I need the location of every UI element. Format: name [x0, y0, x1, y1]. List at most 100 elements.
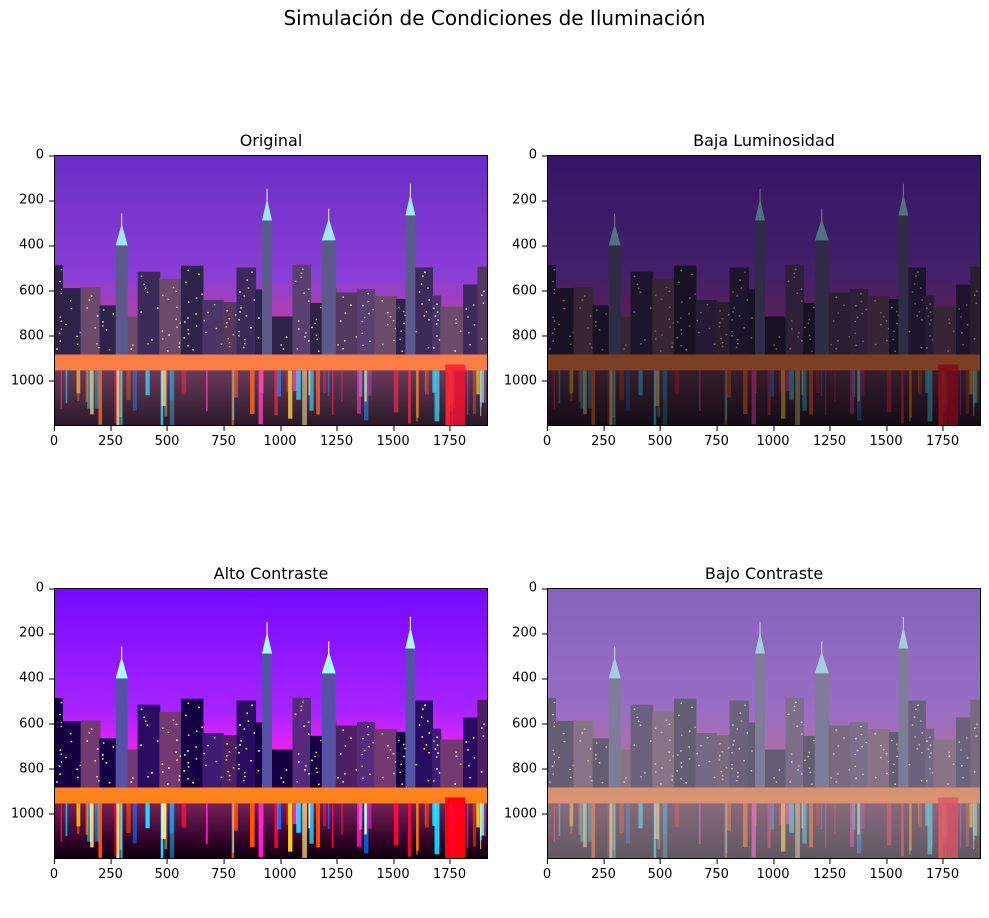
x-tick-label: 1000	[756, 426, 790, 449]
building	[933, 306, 958, 355]
building	[867, 729, 891, 788]
y-tick-label: 600	[19, 283, 54, 298]
y-tick-label: 0	[36, 581, 55, 596]
building	[695, 299, 717, 355]
skyline-image	[548, 156, 980, 425]
panel-title: Bajo Contraste	[704, 564, 824, 583]
building	[55, 697, 63, 788]
building	[463, 284, 479, 355]
building	[785, 697, 804, 788]
x-tick-label: 250	[591, 426, 616, 449]
x-tick-label: 750	[211, 859, 236, 882]
building	[729, 700, 750, 788]
x-tick-label: 1750	[926, 426, 959, 449]
building	[785, 264, 804, 355]
tower-spire	[321, 651, 336, 674]
y-tick-label: 400	[19, 238, 54, 253]
x-tick-label: 250	[98, 859, 123, 882]
building	[440, 739, 465, 788]
panel-original: Original 0 200 400 600 800 1000 0 250 500 750 1000…	[11, 131, 554, 485]
building	[956, 284, 972, 355]
panel-high-contrast: Alto Contraste 0 200 400 600 800 1000 0 250 500 7…	[11, 564, 554, 918]
tower	[755, 220, 765, 355]
building	[850, 289, 869, 355]
building	[80, 287, 101, 355]
y-tick-label: 600	[512, 283, 547, 298]
building	[905, 267, 927, 355]
tower-spire	[814, 651, 829, 674]
tower-spire	[262, 198, 272, 221]
tower-spire	[608, 223, 621, 246]
building	[99, 738, 121, 788]
tower	[321, 673, 336, 788]
x-tick-label: 1500	[870, 859, 903, 882]
x-tick-label: 0	[543, 859, 551, 882]
building	[695, 732, 717, 788]
y-tick-label: 800	[19, 761, 54, 776]
panel-title: Baja Luminosidad	[693, 131, 835, 150]
water	[55, 370, 487, 425]
y-tick-label: 200	[512, 626, 547, 641]
building	[477, 699, 487, 788]
tower-spire	[898, 193, 909, 216]
tower-spire	[814, 218, 829, 241]
tower	[608, 678, 621, 788]
x-tick-label: 1000	[263, 426, 297, 449]
building	[802, 302, 818, 355]
image-axes	[547, 588, 981, 859]
y-tick-label: 400	[512, 671, 547, 686]
shoreline-lights	[548, 354, 980, 371]
building	[292, 697, 311, 788]
building	[80, 720, 101, 788]
building	[925, 295, 935, 355]
building	[673, 698, 697, 788]
tower-spire	[115, 656, 128, 679]
building	[412, 700, 434, 788]
tower-spire	[321, 218, 336, 241]
building	[309, 735, 325, 788]
building	[180, 265, 204, 355]
building	[335, 292, 359, 355]
building	[137, 704, 161, 788]
tower	[814, 240, 829, 355]
image-axes	[547, 155, 981, 426]
building	[55, 264, 63, 355]
building	[592, 738, 614, 788]
building	[222, 735, 238, 788]
building	[180, 698, 204, 788]
building	[137, 271, 161, 355]
building	[554, 721, 575, 788]
building	[652, 711, 675, 788]
x-tick-label: 1750	[926, 859, 959, 882]
x-tick-label: 250	[591, 859, 616, 882]
shoreline-lights	[55, 354, 487, 371]
x-tick-label: 1250	[813, 859, 846, 882]
tower	[405, 648, 416, 788]
building	[309, 302, 325, 355]
building	[867, 296, 891, 355]
x-tick-label: 1500	[377, 859, 410, 882]
building	[828, 725, 852, 788]
tower	[608, 245, 621, 355]
skyline-image	[55, 589, 487, 858]
tower	[115, 678, 128, 788]
y-tick-label: 1000	[504, 373, 548, 388]
y-tick-label: 200	[512, 193, 547, 208]
tower-spire	[115, 223, 128, 246]
building	[463, 717, 479, 788]
tower-spire	[405, 193, 416, 216]
x-tick-label: 1500	[377, 426, 410, 449]
red-reflection	[938, 364, 959, 425]
x-tick-label: 500	[648, 426, 672, 449]
x-tick-label: 750	[704, 859, 729, 882]
y-tick-label: 600	[19, 716, 54, 731]
x-tick-label: 1250	[813, 426, 846, 449]
building	[202, 732, 224, 788]
x-tick-label: 1750	[433, 859, 466, 882]
shoreline-lights	[55, 787, 487, 804]
building	[729, 267, 750, 355]
building	[432, 728, 442, 788]
y-tick-label: 1000	[11, 806, 55, 821]
tower	[755, 653, 765, 788]
figure-title: Simulación de Condiciones de Iluminación	[283, 6, 706, 30]
